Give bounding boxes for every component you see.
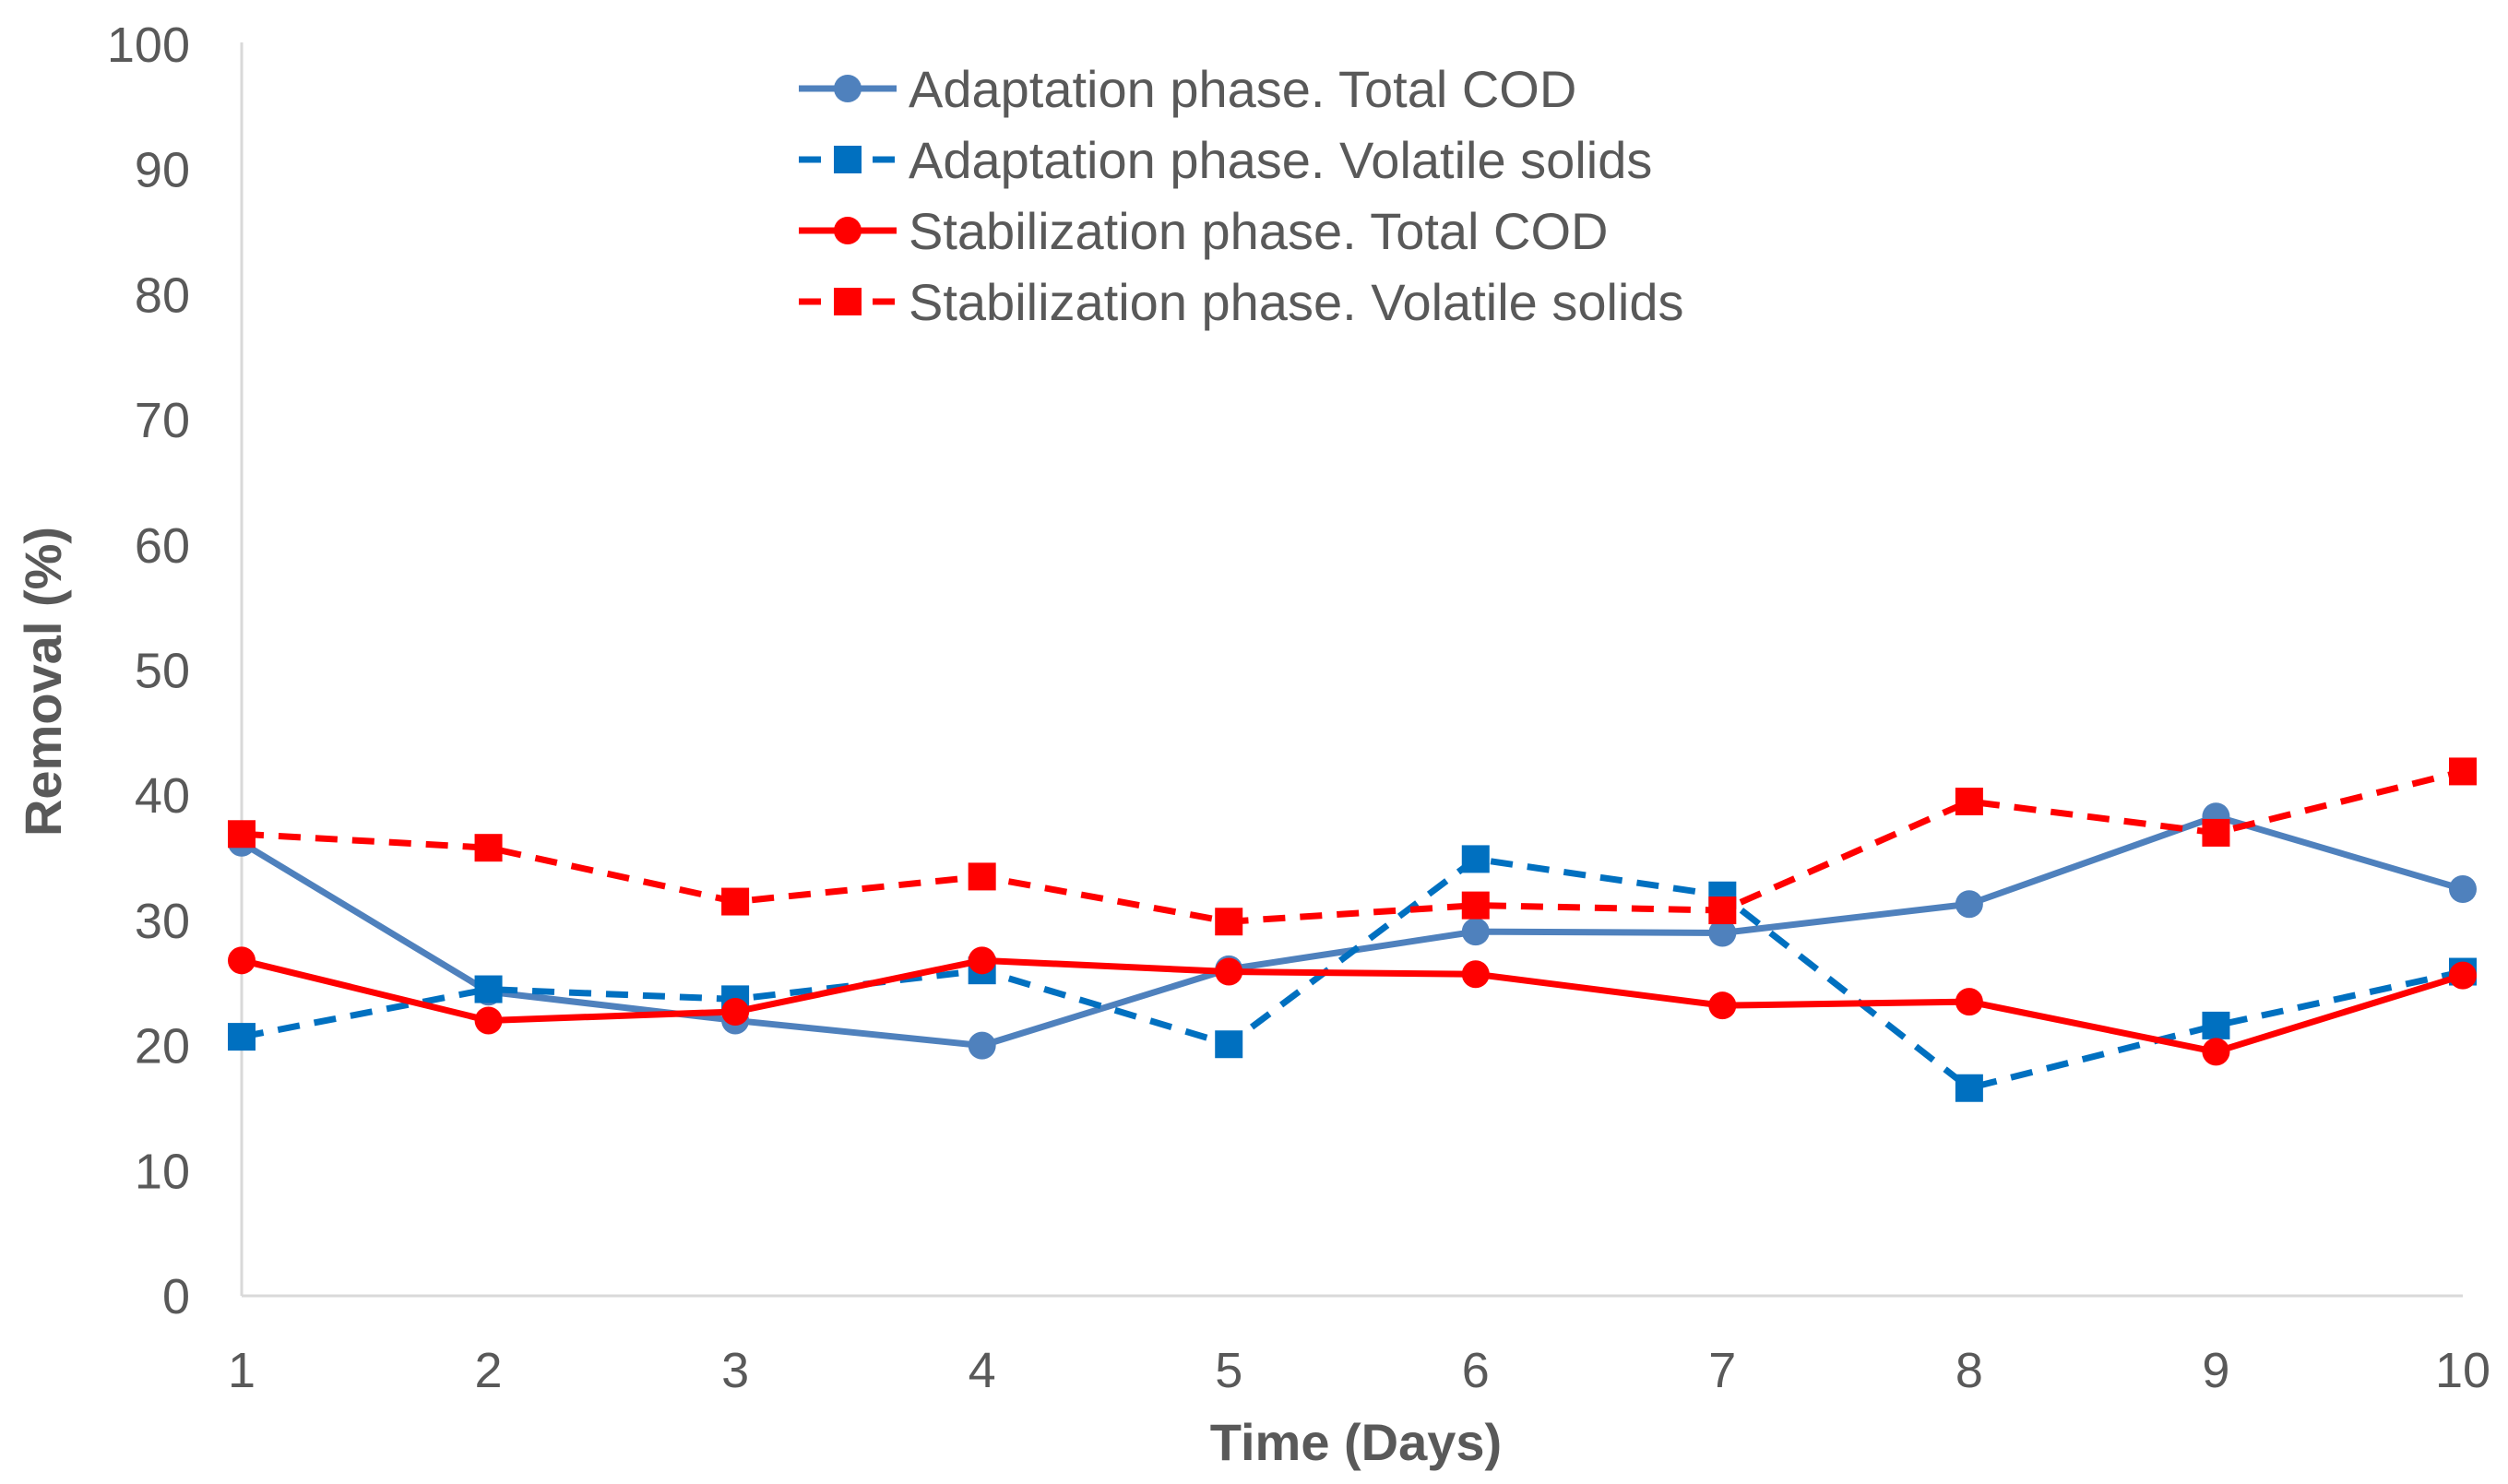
x-axis-title: Time (Days) (1210, 1413, 1502, 1471)
data-point (1461, 845, 1490, 873)
legend-marker (834, 146, 862, 173)
data-point (1215, 957, 1243, 986)
legend-label: Adaptation phase. Total COD (909, 60, 1576, 118)
data-point (1708, 919, 1737, 947)
legend-label: Stabilization phase. Total COD (909, 202, 1609, 260)
data-point (2202, 1011, 2230, 1039)
x-tick-label: 6 (1462, 1343, 1490, 1398)
data-point (721, 887, 750, 916)
data-point (2449, 757, 2477, 786)
axes (240, 42, 2463, 1298)
data-point (474, 1006, 503, 1035)
data-point (1955, 1074, 1983, 1102)
y-tick-label: 60 (135, 518, 190, 574)
data-point (1955, 787, 1983, 815)
x-tick-label: 10 (2435, 1343, 2490, 1398)
y-tick-label: 50 (135, 644, 190, 699)
data-point (968, 946, 996, 975)
legend-item: Adaptation phase. Volatile solids (799, 131, 1652, 189)
y-tick-label: 40 (135, 768, 190, 824)
data-point (1708, 991, 1737, 1020)
data-point (228, 1023, 256, 1051)
data-point (1461, 960, 1490, 989)
series-line (241, 768, 2464, 925)
y-tick-label: 70 (135, 393, 190, 448)
x-axis-ticks: 1 2 3 4 5 6 7 8 9 10 (228, 1343, 2490, 1398)
data-point (228, 946, 256, 975)
data-point (1708, 896, 1737, 925)
data-point (2449, 874, 2477, 903)
y-tick-label: 0 (162, 1269, 190, 1324)
data-point (2202, 1038, 2230, 1066)
legend-item: Stabilization phase. Total COD (799, 202, 1609, 260)
x-tick-label: 4 (969, 1343, 996, 1398)
y-tick-label: 30 (135, 894, 190, 949)
x-tick-label: 9 (2202, 1343, 2229, 1398)
data-point (1955, 988, 1983, 1016)
y-axis-title: Removal (%) (14, 527, 72, 837)
x-tick-label: 7 (1708, 1343, 1736, 1398)
series-layer (228, 757, 2477, 1102)
legend-item: Stabilization phase. Volatile solids (799, 273, 1684, 331)
series-line (241, 855, 2464, 1092)
series-line (241, 956, 2465, 1055)
y-tick-label: 80 (135, 267, 190, 323)
data-point (228, 820, 256, 849)
x-tick-label: 5 (1215, 1343, 1242, 1398)
data-point (1215, 908, 1243, 936)
y-tick-label: 100 (107, 18, 190, 73)
y-tick-label: 90 (135, 143, 190, 198)
data-point (1955, 890, 1983, 919)
data-point (968, 1031, 996, 1060)
x-tick-label: 8 (1955, 1343, 1983, 1398)
series-3 (228, 946, 2477, 1066)
legend-label: Stabilization phase. Volatile solids (909, 273, 1684, 331)
legend: Adaptation phase. Total COD Adaptation ph… (799, 60, 1684, 331)
y-tick-label: 20 (135, 1019, 190, 1074)
data-point (2202, 818, 2230, 847)
legend-marker (834, 75, 862, 102)
x-tick-label: 3 (721, 1343, 749, 1398)
x-tick-label: 1 (228, 1343, 256, 1398)
data-point (474, 975, 503, 1003)
legend-label: Adaptation phase. Volatile solids (909, 131, 1652, 189)
series-line (240, 813, 2464, 1050)
legend-item: Adaptation phase. Total COD (799, 60, 1576, 118)
data-point (474, 834, 503, 862)
data-point (1461, 891, 1490, 920)
data-point (1215, 1030, 1243, 1059)
data-point (721, 997, 750, 1026)
y-tick-label: 10 (135, 1144, 190, 1199)
data-point (1461, 918, 1490, 946)
series-4 (228, 757, 2477, 936)
y-axis-ticks: 0 10 20 30 40 50 60 70 80 90 100 (107, 18, 190, 1324)
x-tick-label: 2 (475, 1343, 503, 1398)
legend-marker (834, 217, 862, 244)
data-point (2449, 961, 2477, 990)
data-point (968, 862, 996, 891)
legend-marker (834, 288, 862, 315)
